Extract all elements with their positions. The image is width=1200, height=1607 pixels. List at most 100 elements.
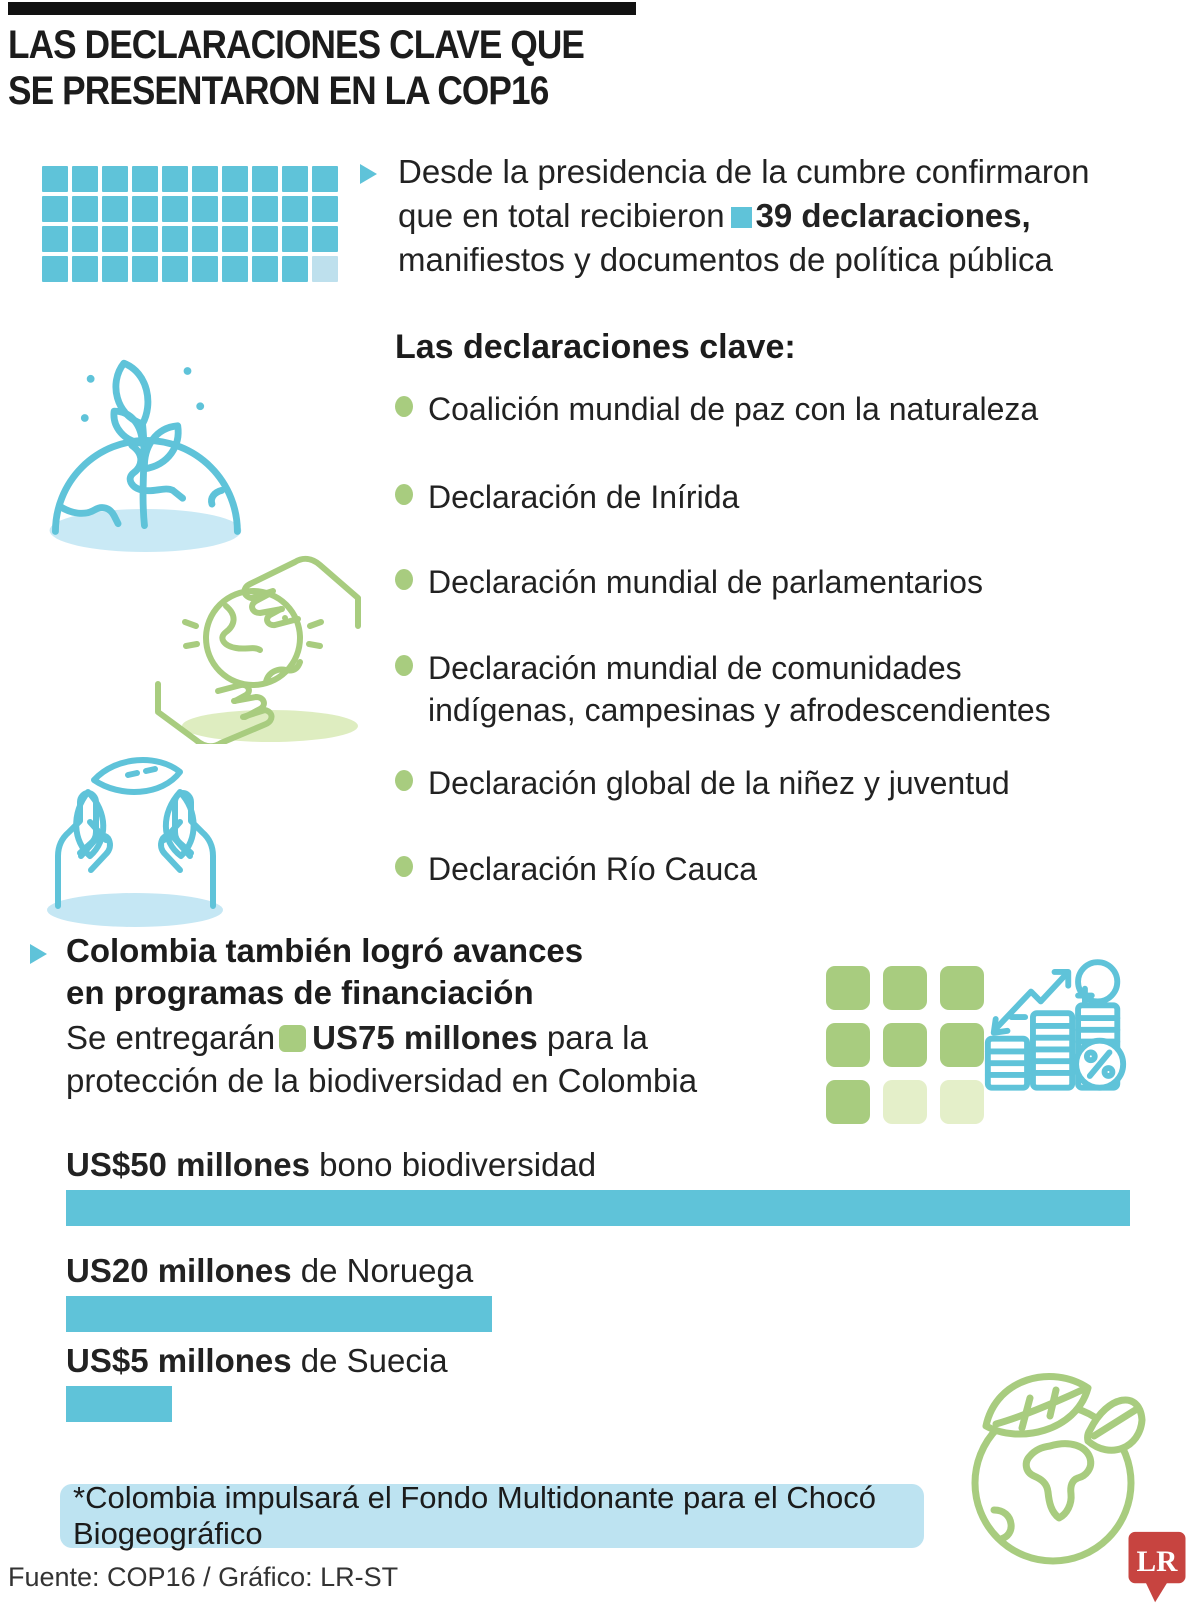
declarations-waffle-chart	[42, 166, 338, 282]
waffle-cell	[312, 196, 338, 222]
page-title: LAS DECLARACIONES CLAVE QUE SE PRESENTAR…	[8, 22, 585, 114]
waffle-cell	[162, 226, 188, 252]
waffle-cell	[132, 226, 158, 252]
financing-heading: Colombia también logró avances en progra…	[66, 930, 583, 1014]
waffle-cell	[826, 966, 870, 1010]
waffle-cell	[132, 166, 158, 192]
waffle-cell	[252, 226, 278, 252]
waffle-cell	[826, 1023, 870, 1067]
waffle-cell	[826, 1080, 870, 1124]
bar-label: US$5 millones de Suecia	[66, 1342, 448, 1380]
waffle-cell	[72, 166, 98, 192]
bullet-dot-icon	[395, 770, 413, 791]
page-title-line2: SE PRESENTARON EN LA COP16	[8, 69, 549, 113]
bar-biodiversity-bond	[66, 1190, 1130, 1226]
bullet-dot-icon	[395, 396, 413, 417]
waffle-cell	[42, 226, 68, 252]
waffle-cell	[282, 256, 308, 282]
waffle-cell	[252, 196, 278, 222]
list-item-label: Declaración de Inírida	[428, 479, 740, 515]
waffle-cell	[192, 166, 218, 192]
intro-line1: Desde la presidencia de la cumbre confir…	[398, 153, 1090, 190]
waffle-cell	[222, 166, 248, 192]
waffle-cell	[940, 966, 984, 1010]
list-item: Declaración mundial de comunidades indíg…	[395, 647, 1095, 731]
waffle-cell	[222, 196, 248, 222]
bullet-dot-icon	[395, 569, 413, 590]
waffle-cell	[312, 166, 338, 192]
legend-square-teal-icon	[730, 207, 752, 228]
waffle-cell	[192, 196, 218, 222]
waffle-cell	[162, 256, 188, 282]
waffle-cell	[132, 256, 158, 282]
bar-value-label: US20 millones	[66, 1252, 292, 1289]
financing-paragraph: Se entregarán US75 millones para la prote…	[66, 1016, 786, 1102]
waffle-cell	[102, 196, 128, 222]
financing-para-line2: protección de la biodiversidad en Colomb…	[66, 1062, 698, 1099]
waffle-cell	[252, 256, 278, 282]
waffle-cell	[940, 1023, 984, 1067]
bar-category-label: de Noruega	[300, 1252, 474, 1289]
bar-sweden	[66, 1386, 172, 1422]
bar-label: US$50 millones bono biodiversidad	[66, 1146, 596, 1184]
arrow-bullet-icon	[360, 164, 377, 184]
waffle-cell	[42, 196, 68, 222]
list-item-label: Declaración Río Cauca	[428, 851, 758, 887]
financing-para-before: Se entregarán	[66, 1019, 276, 1056]
financing-waffle-chart	[826, 966, 984, 1124]
financing-highlight: US75 millones	[312, 1019, 538, 1056]
top-rule	[8, 2, 636, 15]
source-credit: Fuente: COP16 / Gráfico: LR-ST	[8, 1562, 399, 1592]
intro-paragraph: Desde la presidencia de la cumbre confir…	[398, 150, 1168, 282]
waffle-cell	[883, 966, 927, 1010]
waffle-cell	[282, 166, 308, 192]
finance-growth-icon	[980, 948, 1132, 1096]
waffle-cell	[883, 1080, 927, 1124]
list-item: Coalición mundial de paz con la naturale…	[395, 388, 1095, 430]
waffle-cell	[162, 166, 188, 192]
financing-para-after: para la	[546, 1019, 648, 1056]
waffle-cell	[132, 196, 158, 222]
list-item: Declaración global de la niñez y juventu…	[395, 762, 1095, 804]
waffle-cell	[252, 166, 278, 192]
bullet-dot-icon	[395, 856, 413, 877]
globe-with-leaves-icon	[958, 1328, 1148, 1573]
financing-heading-line1: Colombia también logró avances	[66, 932, 584, 969]
page-title-line1: LAS DECLARACIONES CLAVE QUE	[8, 23, 585, 67]
waffle-cell	[282, 196, 308, 222]
bar-category-label: bono biodiversidad	[319, 1146, 597, 1183]
intro-line2-before: que en total recibieron	[398, 197, 725, 234]
list-item-label: Declaración mundial de parlamentarios	[428, 564, 983, 600]
waffle-cell	[312, 256, 338, 282]
waffle-cell	[72, 196, 98, 222]
bullet-dot-icon	[395, 655, 413, 676]
intro-line3: manifiestos y documentos de política púb…	[398, 241, 1053, 278]
bar-category-label: de Suecia	[300, 1342, 448, 1379]
legend-square-green-icon	[279, 1025, 307, 1052]
list-item-label: Declaración global de la niñez y juventu…	[428, 765, 1010, 801]
list-item: Declaración mundial de parlamentarios	[395, 561, 1095, 603]
list-item: Declaración Río Cauca	[395, 848, 1095, 890]
bullet-dot-icon	[395, 484, 413, 505]
footnote-text: *Colombia impulsará el Fondo Multidonant…	[73, 1480, 877, 1551]
waffle-cell	[102, 256, 128, 282]
list-item-label: Coalición mundial de paz con la naturale…	[428, 391, 1039, 427]
footnote-box: *Colombia impulsará el Fondo Multidonant…	[60, 1480, 924, 1551]
waffle-cell	[192, 256, 218, 282]
hands-holding-globe-icon	[150, 532, 365, 744]
waffle-cell	[42, 166, 68, 192]
bar-label: US20 millones de Noruega	[66, 1252, 473, 1290]
financing-heading-line2: en programas de financiación	[66, 974, 534, 1011]
list-item-label: Declaración mundial de comunidades indíg…	[428, 650, 1051, 728]
waffle-cell	[282, 226, 308, 252]
bar-norway	[66, 1296, 492, 1332]
lr-logo-text: LR	[1137, 1546, 1179, 1578]
waffle-cell	[42, 256, 68, 282]
waffle-cell	[192, 226, 218, 252]
list-item: Declaración de Inírida	[395, 476, 1095, 518]
waffle-cell	[222, 226, 248, 252]
waffle-cell	[312, 226, 338, 252]
arrow-bullet-icon	[30, 944, 47, 964]
waffle-cell	[940, 1080, 984, 1124]
